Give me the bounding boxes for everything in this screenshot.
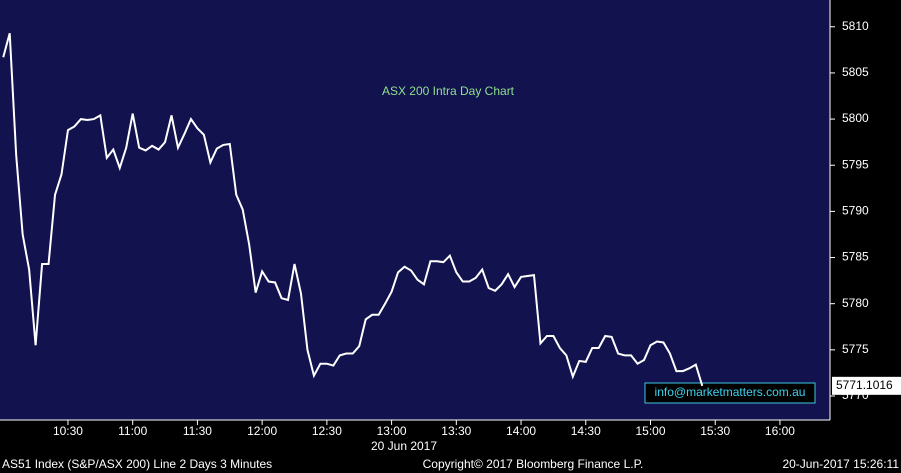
x-tick-label: 11:00 <box>118 424 147 438</box>
x-tick-label: 13:00 <box>377 424 407 438</box>
last-price-box <box>832 376 901 395</box>
annotation-box <box>644 382 816 404</box>
footer-left: AS51 Index (S&P/ASX 200) Line 2 Days 3 M… <box>2 457 272 471</box>
x-tick-label: 10:30 <box>53 424 83 438</box>
price-line <box>2 32 704 387</box>
y-tick-label: 5795 <box>842 157 869 171</box>
y-tick-label: 5800 <box>842 111 869 125</box>
y-tick-label: 5790 <box>842 204 869 218</box>
y-tick-label: 5775 <box>842 342 869 356</box>
last-price-label: 5771.1016 <box>836 378 893 392</box>
x-tick-label: 13:30 <box>441 424 471 438</box>
chart-title: ASX 200 Intra Day Chart <box>382 84 515 98</box>
x-axis-label: 20 Jun 2017 <box>371 439 437 453</box>
footer-center: Copyright© 2017 Bloomberg Finance L.P. <box>423 457 644 471</box>
x-tick-label: 12:30 <box>312 424 342 438</box>
x-tick-label: 14:00 <box>506 424 536 438</box>
x-tick-label: 15:30 <box>700 424 730 438</box>
y-tick-label: 5805 <box>842 65 869 79</box>
x-tick-label: 15:00 <box>635 424 665 438</box>
y-tick-label: 5780 <box>842 296 869 310</box>
y-tick-label: 5785 <box>842 250 869 264</box>
annotation: info@marketmatters.com.au <box>655 385 806 399</box>
x-tick-label: 11:30 <box>183 424 212 438</box>
y-tick-label: 5810 <box>842 19 869 33</box>
x-tick-label: 12:00 <box>247 424 277 438</box>
x-tick-label: 14:30 <box>571 424 601 438</box>
x-tick-label: 16:00 <box>765 424 795 438</box>
plot-area <box>0 0 830 420</box>
footer-right: 20-Jun-2017 15:26:11 <box>782 457 899 471</box>
